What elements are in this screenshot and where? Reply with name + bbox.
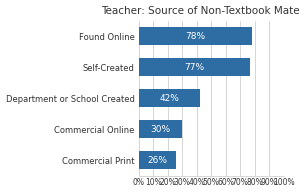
- Text: 30%: 30%: [150, 125, 170, 134]
- Bar: [139, 58, 250, 76]
- Text: 26%: 26%: [148, 156, 167, 165]
- Bar: [139, 120, 182, 138]
- Bar: [139, 27, 252, 45]
- Title: Teacher: Source of Non-Textbook Materials: Teacher: Source of Non-Textbook Material…: [101, 6, 300, 16]
- Text: 77%: 77%: [184, 63, 205, 72]
- Bar: [139, 151, 176, 169]
- Bar: [139, 89, 200, 107]
- Text: 78%: 78%: [185, 31, 205, 41]
- Text: 42%: 42%: [159, 94, 179, 103]
